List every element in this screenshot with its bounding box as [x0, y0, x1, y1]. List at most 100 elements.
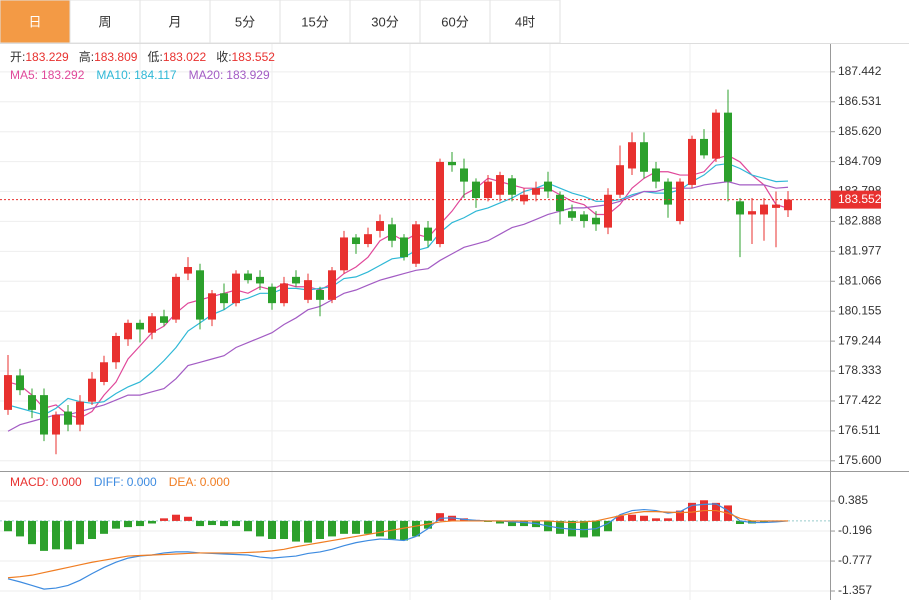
ohlc-info: 开:183.229 高:183.809 低:183.022 收:183.552: [10, 49, 275, 64]
y-tick-label: 181.977: [838, 244, 882, 258]
tab-label[interactable]: 月: [168, 14, 181, 29]
tab-label[interactable]: 30分: [371, 14, 398, 29]
y-tick-label: 179.244: [838, 333, 882, 347]
tab[interactable]: 周: [69, 0, 141, 44]
ma-legend: MA5: 183.292 MA10: 184.117 MA20: 183.929: [10, 68, 270, 82]
candle-body: [304, 280, 312, 300]
candle-body: [664, 181, 672, 205]
macd-bar: [760, 520, 768, 523]
y-tick-label: 177.422: [838, 393, 882, 407]
tab[interactable]: 30分: [349, 0, 421, 44]
candle-body: [448, 161, 456, 166]
tab-label[interactable]: 5分: [235, 14, 255, 29]
macd-bar: [400, 520, 408, 541]
tab-bg[interactable]: [279, 0, 351, 44]
tab[interactable]: 60分: [419, 0, 491, 44]
candle-body: [172, 276, 180, 320]
macd-bar: [340, 520, 348, 534]
plot: 187.442186.531185.620184.709183.798182.8…: [0, 64, 882, 597]
candle-body: [460, 168, 468, 182]
tab-label[interactable]: 60分: [441, 14, 468, 29]
candle-body: [592, 217, 600, 225]
candle-body: [784, 199, 792, 211]
candle-body: [760, 204, 768, 215]
candle-body: [520, 194, 528, 202]
candle-body: [244, 273, 252, 281]
macd-bar: [412, 520, 420, 537]
candle-body: [28, 395, 36, 410]
y-tick-label: -0.777: [838, 553, 872, 567]
candle-body: [232, 273, 240, 304]
candle-body: [724, 112, 732, 182]
candle-body: [196, 270, 204, 320]
tab[interactable]: 5分: [209, 0, 281, 44]
candle-body: [280, 283, 288, 304]
macd-bar: [352, 520, 360, 534]
tab-bg[interactable]: [69, 0, 141, 44]
macd-bar: [28, 520, 36, 545]
tab[interactable]: 日: [0, 0, 71, 44]
candle-body: [676, 181, 684, 222]
y-tick-label: -1.357: [838, 583, 872, 597]
candle-body: [544, 181, 552, 192]
candle-body: [112, 335, 120, 363]
candle-body: [532, 188, 540, 195]
candle-body: [376, 221, 384, 231]
macd-bar: [268, 520, 276, 539]
candle-body: [136, 322, 144, 330]
y-tick-label: 187.442: [838, 64, 882, 78]
tab-bg[interactable]: [209, 0, 281, 44]
macd-bar: [232, 520, 240, 527]
legend-name: MA5:: [10, 68, 38, 82]
candle-body: [556, 194, 564, 212]
candle-body: [16, 375, 24, 391]
tab[interactable]: 4时: [489, 0, 561, 44]
tab-label[interactable]: 4时: [515, 14, 535, 29]
macd-bar: [76, 520, 84, 545]
candle-body: [772, 204, 780, 208]
candle-body: [352, 237, 360, 245]
tab[interactable]: 月: [139, 0, 211, 44]
candle-body: [436, 161, 444, 245]
candle-body: [508, 178, 516, 195]
legend-name: DIFF:: [94, 475, 124, 489]
candle-body: [748, 211, 756, 215]
info-label: 开:: [10, 50, 25, 64]
macd-bar: [496, 520, 504, 524]
macd-bar: [292, 520, 300, 542]
tab-label[interactable]: 15分: [301, 14, 328, 29]
macd-bar: [664, 518, 672, 521]
legend-value: 0.000: [52, 475, 82, 489]
macd-bar: [184, 516, 192, 521]
candle-body: [76, 401, 84, 425]
macd-bar: [520, 520, 528, 527]
candle-body: [316, 290, 324, 300]
tab-bg[interactable]: [419, 0, 491, 44]
macd-bar: [16, 520, 24, 537]
tab-label[interactable]: 周: [98, 14, 111, 29]
candle-body: [88, 378, 96, 402]
info-value: 183.229: [25, 50, 69, 64]
macd-bar: [508, 520, 516, 527]
candle-body: [604, 194, 612, 228]
legend-name: DEA:: [169, 475, 197, 489]
candle-body: [40, 395, 48, 435]
candle-body: [472, 181, 480, 199]
info-label: 低:: [147, 50, 162, 64]
macd-bar: [652, 518, 660, 521]
macd-bar: [148, 520, 156, 524]
candle-body: [292, 276, 300, 284]
candle-body: [700, 138, 708, 156]
candle-body: [568, 211, 576, 218]
candle-body: [580, 214, 588, 222]
y-tick-label: 178.333: [838, 363, 882, 377]
candle-body: [64, 411, 72, 425]
macd-bar: [40, 520, 48, 551]
tab-label[interactable]: 日: [28, 14, 41, 29]
tab[interactable]: 15分: [279, 0, 351, 44]
candle-body: [208, 293, 216, 320]
tab-bg[interactable]: [489, 0, 561, 44]
legend-value: 183.292: [41, 68, 85, 82]
macd-bar: [376, 520, 384, 537]
